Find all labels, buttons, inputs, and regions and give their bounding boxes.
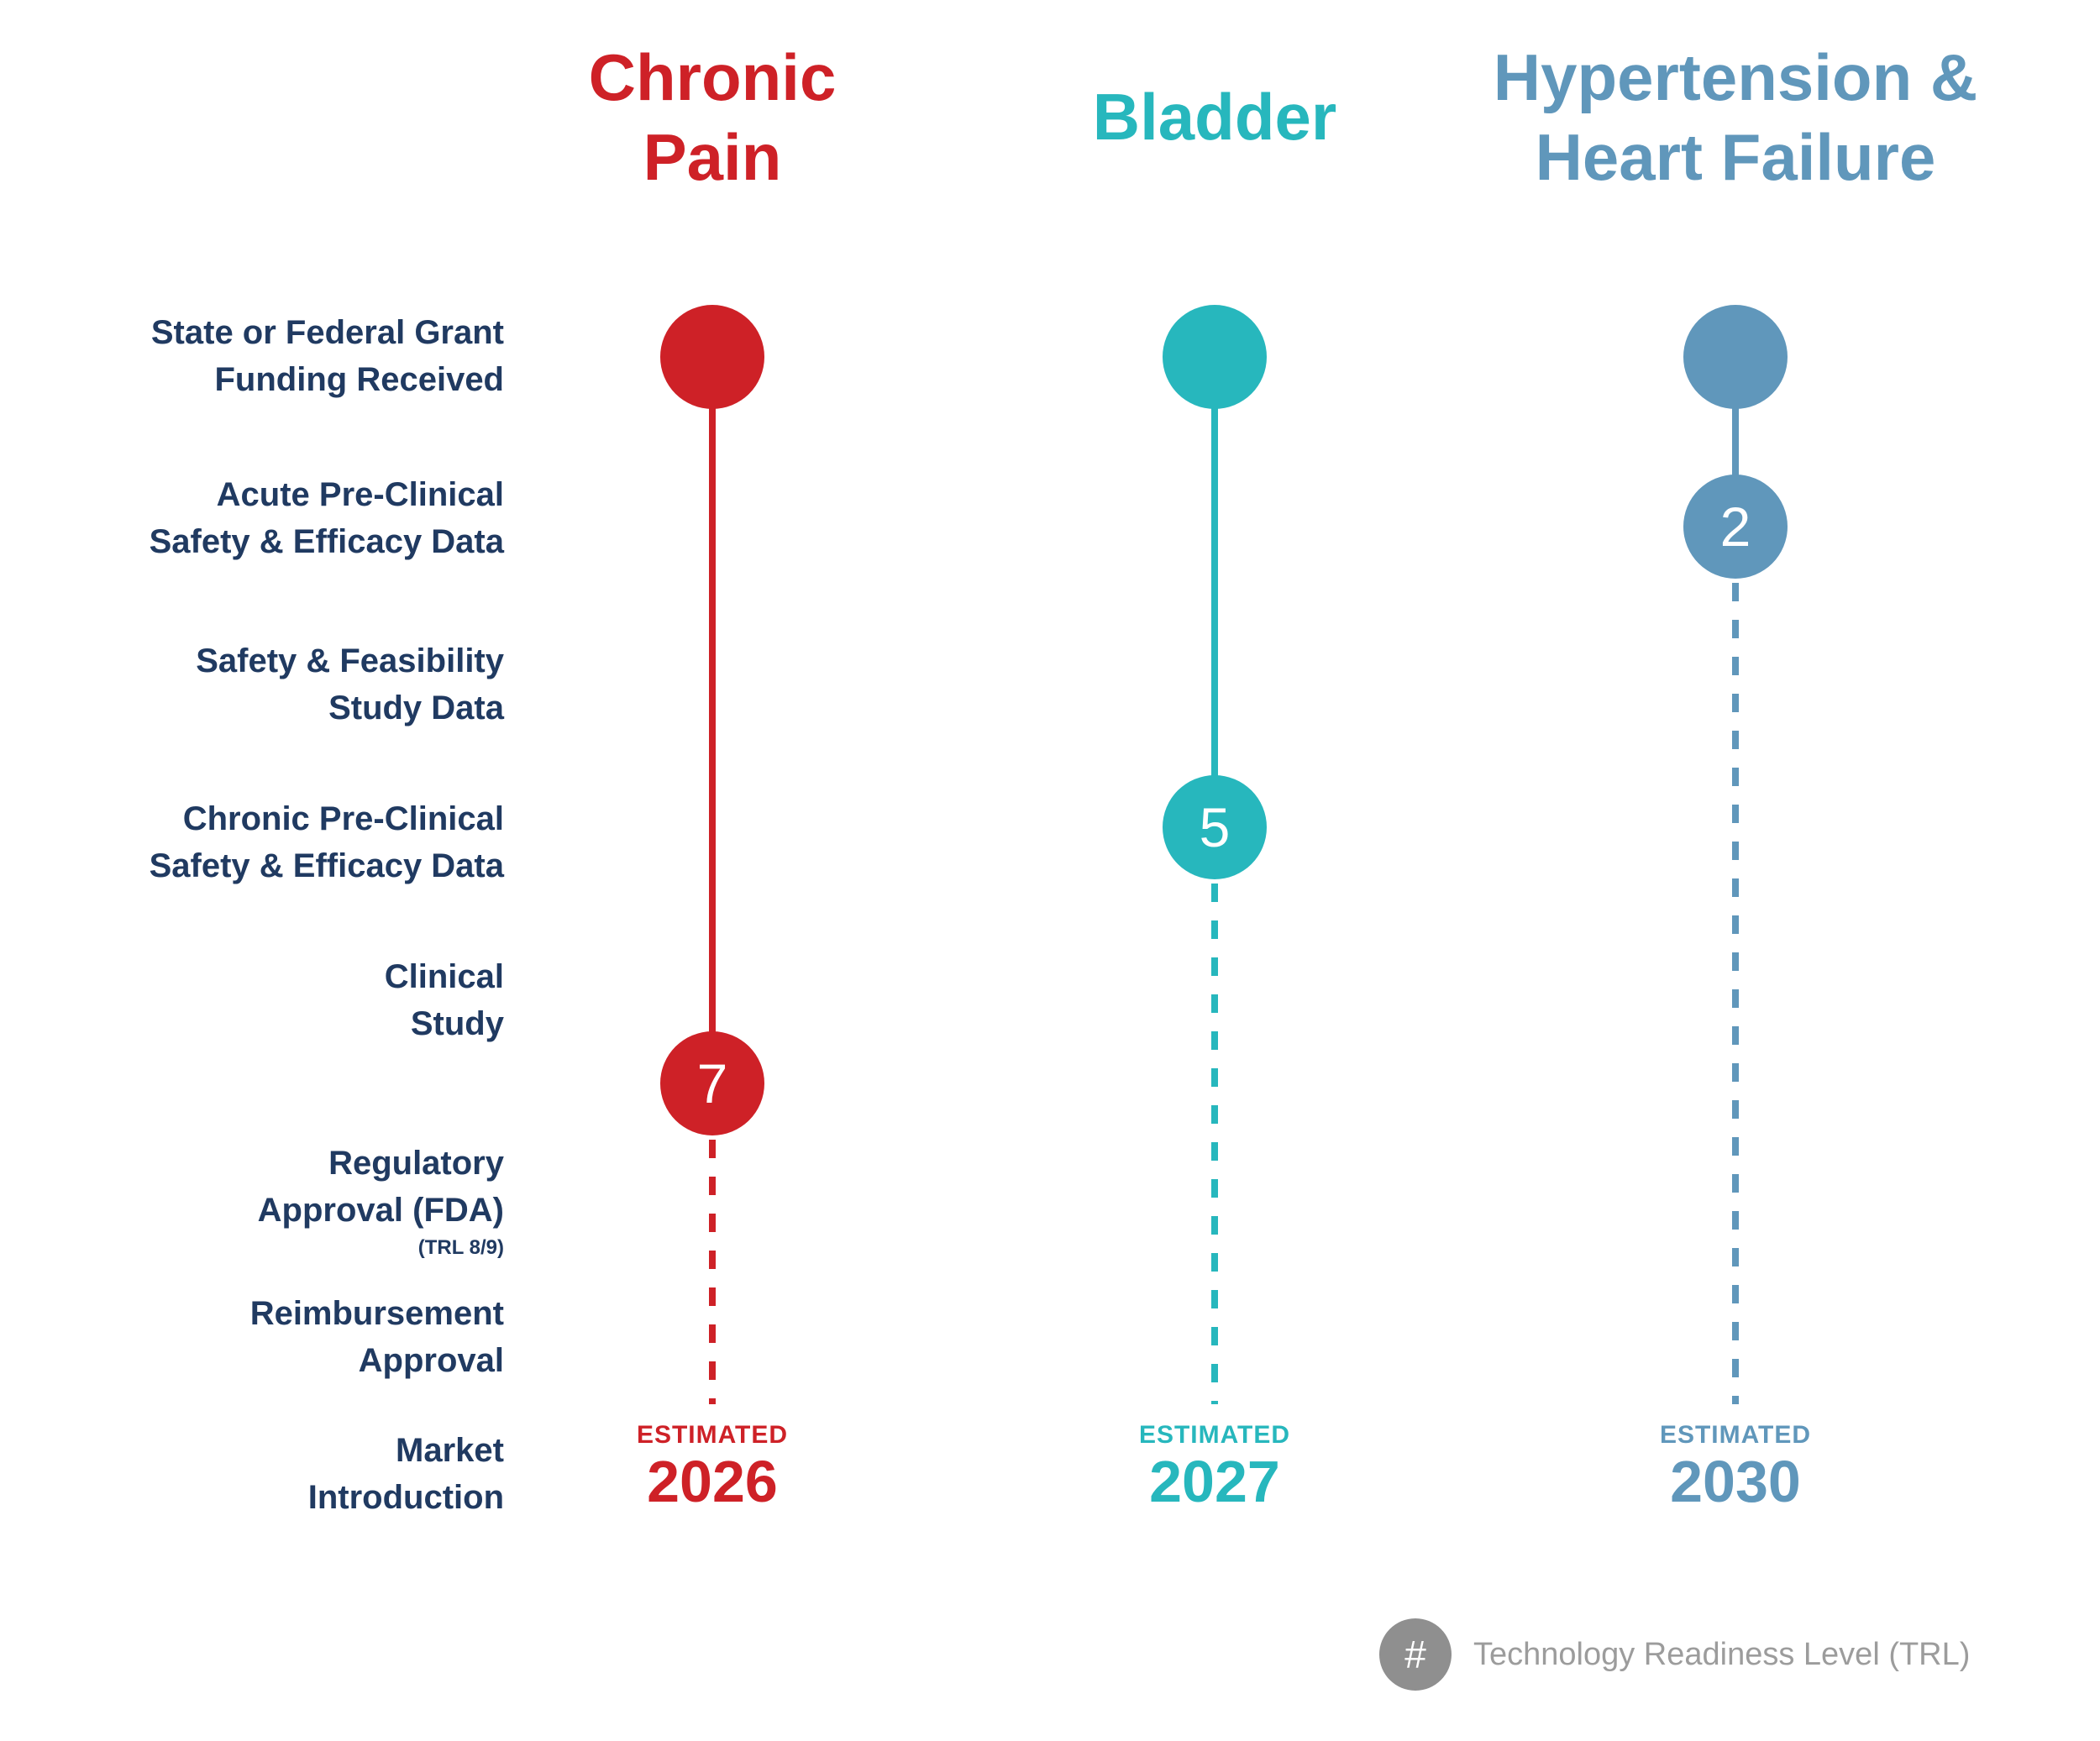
grant-funding-circle-bladder bbox=[1163, 305, 1267, 409]
estimated-block-hypertension: ESTIMATED 2030 bbox=[1567, 1419, 1903, 1512]
header-line: Chronic bbox=[588, 39, 837, 114]
progress-line-hypertension bbox=[1732, 357, 1739, 527]
remaining-line-hypertension bbox=[1732, 583, 1739, 1404]
milestone-regulatory-approval-fda: Regulatory Approval (FDA) (TRL 8/9) bbox=[34, 1140, 504, 1262]
column-header-hypertension-heart-failure: Hypertension & Heart Failure bbox=[1416, 25, 2055, 210]
trl-8-9-note: (TRL 8/9) bbox=[417, 1236, 504, 1259]
estimated-year: 2027 bbox=[1149, 1449, 1280, 1514]
trl-number: 2 bbox=[1719, 496, 1751, 558]
milestone-acute-pre-clinical-safety-efficacy-data: Acute Pre-Clinical Safety & Efficacy Dat… bbox=[149, 476, 504, 560]
trl-legend: # Technology Readiness Level (TRL) bbox=[1379, 1618, 1970, 1691]
header-line: Bladder bbox=[1092, 80, 1337, 155]
trl-circle-hypertension: 2 bbox=[1683, 475, 1788, 579]
column-header-bladder: Bladder bbox=[895, 25, 1534, 210]
milestone-chronic-pre-clinical-safety-efficacy-data: Chronic Pre-Clinical Safety & Efficacy D… bbox=[149, 800, 504, 884]
estimated-block-bladder: ESTIMATED 2027 bbox=[1047, 1419, 1383, 1512]
column-header-chronic-pain: Chronic Pain bbox=[393, 25, 1032, 210]
legend-label: Technology Readiness Level (TRL) bbox=[1473, 1636, 1971, 1672]
milestone-state-or-federal-grant-funding-received: State or Federal Grant Funding Received bbox=[150, 314, 504, 398]
milestone-safety-feasibility-study-data: Safety & Feasibility Study Data bbox=[196, 642, 504, 726]
milestone-reimbursement-approval: Reimbursement Approval bbox=[249, 1295, 504, 1379]
progress-line-chronic-pain bbox=[709, 357, 716, 1083]
grant-funding-circle-chronic-pain bbox=[660, 305, 764, 409]
header-line: Hypertension & bbox=[1493, 39, 1978, 114]
progress-line-bladder bbox=[1211, 357, 1218, 827]
estimated-year: 2026 bbox=[647, 1449, 778, 1514]
estimated-year: 2030 bbox=[1670, 1449, 1801, 1514]
trl-number: 7 bbox=[696, 1052, 728, 1114]
estimated-block-chronic-pain: ESTIMATED 2026 bbox=[544, 1419, 880, 1512]
trl-circle-chronic-pain: 7 bbox=[660, 1031, 764, 1135]
grant-funding-circle-hypertension bbox=[1683, 305, 1788, 409]
header-line: Heart Failure bbox=[1535, 120, 1936, 194]
milestone-clinical-study: Clinical Study bbox=[384, 958, 504, 1042]
remaining-line-bladder bbox=[1211, 884, 1218, 1404]
remaining-line-chronic-pain bbox=[709, 1140, 716, 1404]
hash-icon: # bbox=[1379, 1618, 1452, 1691]
trl-number: 5 bbox=[1199, 796, 1231, 858]
estimated-label: ESTIMATED bbox=[636, 1421, 789, 1449]
trl-circle-bladder: 5 bbox=[1163, 775, 1267, 879]
milestone-market-introduction: Market Introduction bbox=[307, 1432, 504, 1516]
estimated-label: ESTIMATED bbox=[1659, 1421, 1812, 1449]
header-line: Pain bbox=[643, 120, 782, 194]
estimated-label: ESTIMATED bbox=[1138, 1421, 1291, 1449]
